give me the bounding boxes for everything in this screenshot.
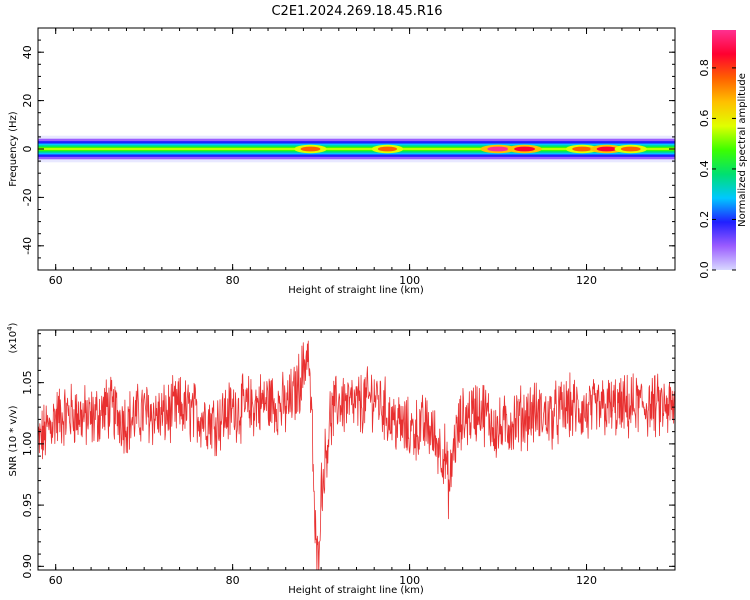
snr-x-axis-label: Height of straight line (km) [288, 585, 424, 596]
heatmap-panel: 60 80 100 120 -40 -20 0 20 40 Height of straight… [8, 27, 676, 296]
snr-x-tick-label: 100 [399, 574, 420, 587]
colorbar-tick-label: 0.8 [698, 59, 711, 77]
colorbar-tick-label: 0.4 [698, 160, 711, 178]
heatmap-y-tick-label: -20 [21, 188, 34, 206]
snr-x-tick-label: 60 [49, 574, 63, 587]
heatmap-y-tick-label: -40 [21, 237, 34, 255]
heatmap-frame [37, 27, 676, 271]
snr-frame [37, 329, 676, 571]
colorbar-ticks: 0.0 0.2 0.4 0.6 0.8 [698, 59, 736, 279]
heatmap-y-tick-label: 20 [21, 94, 34, 108]
snr-x-tick-label: 80 [226, 574, 240, 587]
snr-ticks: 60 80 100 120 0.90 0.95 1.00 1.05 [21, 330, 676, 587]
heatmap-peak [300, 146, 321, 152]
svg-text:(x104): (x104) [6, 322, 19, 353]
snr-panel: 60 80 100 120 0.90 0.95 1.00 1.05 Height of str… [6, 322, 676, 596]
heatmap-peak [514, 146, 536, 152]
snr-y-scale-exponent: 4 [6, 326, 14, 331]
colorbar-tick-label: 0.2 [698, 211, 711, 229]
figure-title: C2E1.2024.269.18.45.R16 [271, 4, 442, 19]
snr-y-scale-base: (x10 [8, 331, 19, 354]
heatmap-y-axis-label: Frequency (Hz) [8, 111, 19, 187]
heatmap-x-tick-label: 100 [399, 274, 420, 287]
snr-series-line [38, 340, 675, 570]
colorbar-label: Normalized spectral amplitude [737, 73, 748, 227]
heatmap-peak [620, 146, 641, 152]
snr-y-tick-label: 0.90 [21, 554, 34, 579]
snr-x-tick-label: 120 [576, 574, 597, 587]
heatmap-y-tick-label: 40 [21, 45, 34, 59]
heatmap-peak [572, 146, 593, 152]
heatmap-peak [487, 146, 509, 152]
heatmap-x-tick-label: 120 [576, 274, 597, 287]
heatmap-x-tick-label: 80 [226, 274, 240, 287]
heatmap-peak [596, 146, 618, 152]
snr-y-scale-label: (x104) [6, 322, 19, 353]
snr-y-tick-label: 1.00 [21, 432, 34, 457]
snr-y-axis-label: SNR (10 * v/v) [8, 405, 19, 476]
snr-y-tick-label: 1.05 [21, 370, 34, 395]
colorbar-tick-label: 0.0 [698, 261, 711, 279]
colorbar-gradient [712, 30, 736, 270]
heatmap-peak [377, 146, 398, 152]
heatmap-band [38, 135, 675, 163]
heatmap-y-tick-label: 0 [21, 146, 34, 153]
heatmap-x-tick-label: 60 [49, 274, 63, 287]
snr-y-tick-label: 0.95 [21, 493, 34, 518]
snr-plot-area [38, 330, 675, 570]
heatmap-x-axis-label: Height of straight line (km) [288, 285, 424, 296]
colorbar-tick-label: 0.6 [698, 110, 711, 128]
heatmap-ticks: 60 80 100 120 -40 -20 0 20 40 [21, 27, 676, 287]
heatmap-band-core [38, 148, 675, 150]
colorbar: 0.0 0.2 0.4 0.6 0.8 Normalized spectral ampl… [698, 30, 748, 279]
